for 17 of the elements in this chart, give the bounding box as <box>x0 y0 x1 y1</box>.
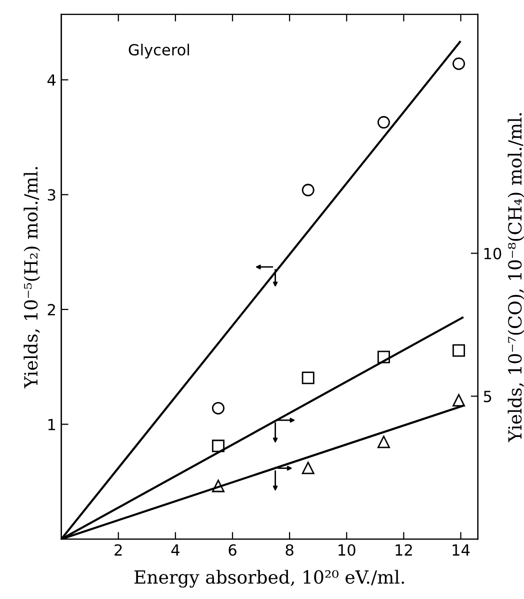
y-tick-label: 1 <box>48 418 56 430</box>
x-tick-label: 4 <box>171 544 180 556</box>
x-tick-label: 2 <box>114 544 122 556</box>
y2-axis-title: Yields, 10⁻⁷(CO), 10⁻⁸(CH₄) mol./ml. <box>508 113 524 442</box>
x-tick-label: 10 <box>338 544 356 556</box>
y-axis-title: Yields, 10⁻⁵(H₂) mol./ml. <box>24 166 40 388</box>
x-tick-label: 14 <box>452 544 470 556</box>
annotation: Glycerol <box>128 44 189 58</box>
y2-tick-label: 5 <box>484 390 492 402</box>
x-axis-title: Energy absorbed, 10²⁰ eV./ml. <box>134 570 404 588</box>
y-tick-label: 2 <box>48 304 55 316</box>
y-tick-label: 4 <box>47 74 56 86</box>
x-tick-label: 6 <box>228 544 236 556</box>
y-tick-label: 3 <box>48 189 56 201</box>
x-tick-label: 8 <box>286 544 294 556</box>
x-tick-label: 12 <box>396 544 412 556</box>
y2-tick-label: 10 <box>484 248 502 260</box>
